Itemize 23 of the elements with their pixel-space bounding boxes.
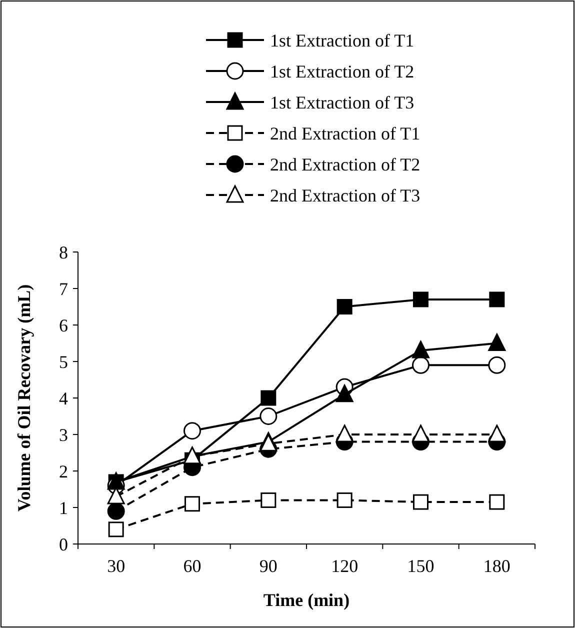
y-tick-label: 0 <box>59 534 68 554</box>
y-tick-label: 5 <box>59 352 68 372</box>
legend-label: 1st Extraction of T3 <box>270 92 414 112</box>
x-tick-label: 120 <box>331 556 358 576</box>
legend-label: 2nd Extraction of T3 <box>270 185 420 206</box>
y-tick-label: 6 <box>59 315 68 336</box>
legend-label: 2nd Extraction of T2 <box>270 154 420 174</box>
y-tick-label: 7 <box>59 278 68 299</box>
x-tick-label: 150 <box>407 556 434 576</box>
y-tick-label: 3 <box>59 424 68 445</box>
legend-label: 1st Extraction of T1 <box>270 30 414 50</box>
y-axis-title: Volume of Oil Recovary (mL) <box>14 284 34 512</box>
x-axis-title: Time (min) <box>263 590 350 610</box>
y-tick-label: 8 <box>59 242 68 262</box>
y-tick-label: 2 <box>59 461 68 482</box>
x-tick-label: 30 <box>107 556 126 576</box>
legend-label: 2nd Extraction of T1 <box>270 123 420 144</box>
y-tick-label: 1 <box>59 498 68 518</box>
legend-label: 1st Extraction of T2 <box>270 61 414 82</box>
x-tick-label: 60 <box>183 556 202 576</box>
y-tick-label: 4 <box>59 388 68 408</box>
x-tick-label: 180 <box>483 556 510 576</box>
x-tick-label: 90 <box>259 556 278 576</box>
